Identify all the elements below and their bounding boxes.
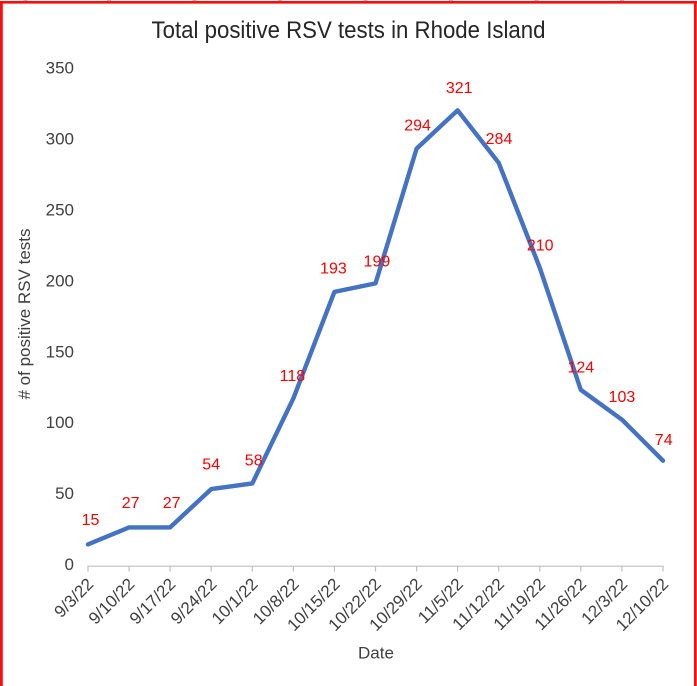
svg-text:199: 199 xyxy=(364,253,391,270)
svg-text:118: 118 xyxy=(280,368,306,385)
svg-text:294: 294 xyxy=(404,117,431,134)
svg-text:321: 321 xyxy=(446,80,473,97)
svg-text:124: 124 xyxy=(567,359,594,376)
svg-text:193: 193 xyxy=(320,260,347,277)
svg-text:103: 103 xyxy=(609,389,636,406)
svg-text:350: 350 xyxy=(46,59,74,78)
svg-text:Total positive RSV tests in Rh: Total positive RSV tests in Rhode Island xyxy=(152,17,546,44)
svg-text:50: 50 xyxy=(55,484,74,503)
svg-text:150: 150 xyxy=(46,342,74,361)
svg-text:27: 27 xyxy=(122,495,140,512)
svg-text:54: 54 xyxy=(202,457,220,474)
svg-text:210: 210 xyxy=(527,238,554,255)
svg-text:27: 27 xyxy=(163,495,181,512)
svg-text:15: 15 xyxy=(82,512,100,529)
svg-text:100: 100 xyxy=(46,413,74,432)
svg-text:58: 58 xyxy=(245,453,263,470)
svg-text:200: 200 xyxy=(46,271,74,290)
svg-text:Date: Date xyxy=(358,644,394,663)
svg-text:284: 284 xyxy=(486,131,513,148)
svg-text:300: 300 xyxy=(46,130,74,149)
svg-text:250: 250 xyxy=(46,200,74,219)
svg-text:# of positive RSV tests: # of positive RSV tests xyxy=(15,228,34,399)
svg-text:74: 74 xyxy=(655,432,673,449)
svg-text:0: 0 xyxy=(65,555,74,574)
